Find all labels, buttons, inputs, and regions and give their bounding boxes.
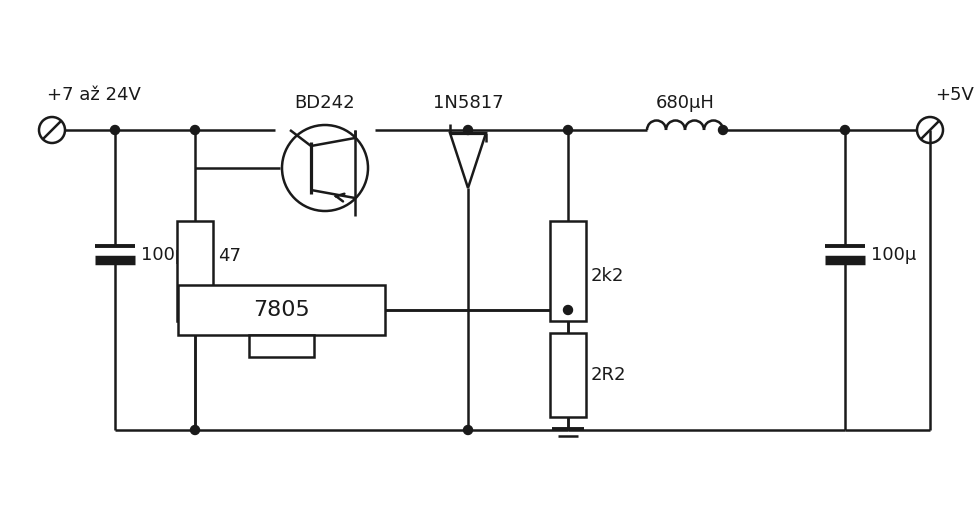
Bar bbox=[249, 335, 314, 357]
Text: 100μ: 100μ bbox=[871, 246, 916, 264]
Bar bbox=[178, 285, 385, 335]
Circle shape bbox=[841, 125, 850, 134]
Bar bbox=[550, 221, 586, 321]
Circle shape bbox=[190, 425, 200, 434]
Text: 47: 47 bbox=[218, 247, 241, 265]
Circle shape bbox=[111, 125, 120, 134]
Circle shape bbox=[564, 125, 572, 134]
Text: 100μ: 100μ bbox=[141, 246, 186, 264]
Circle shape bbox=[464, 125, 472, 134]
Circle shape bbox=[718, 125, 727, 134]
Text: 2R2: 2R2 bbox=[591, 366, 626, 384]
Bar bbox=[177, 221, 213, 321]
Circle shape bbox=[190, 125, 200, 134]
Text: +7 až 24V: +7 až 24V bbox=[47, 86, 141, 104]
Text: 7805: 7805 bbox=[253, 300, 310, 320]
Text: 680μH: 680μH bbox=[656, 94, 714, 112]
Text: +5V: +5V bbox=[935, 86, 974, 104]
Bar bbox=[550, 333, 586, 417]
Circle shape bbox=[564, 305, 572, 314]
Text: 1N5817: 1N5817 bbox=[433, 94, 504, 112]
Text: BD242: BD242 bbox=[295, 94, 356, 112]
Circle shape bbox=[464, 425, 472, 434]
Text: 2k2: 2k2 bbox=[591, 267, 624, 285]
